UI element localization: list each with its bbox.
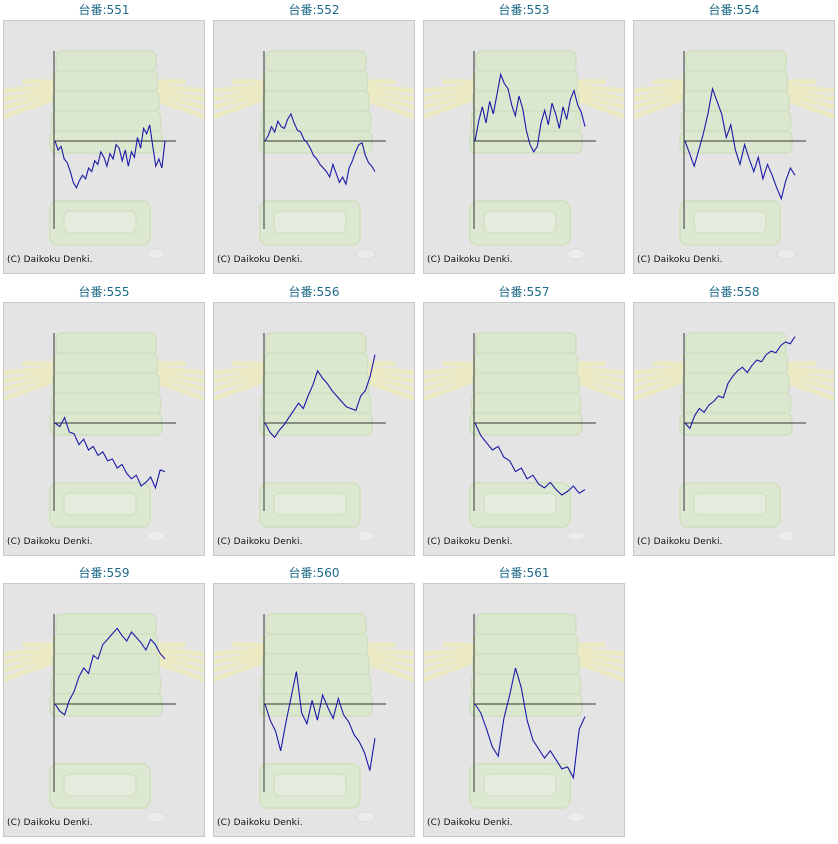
payout-series-line bbox=[684, 336, 796, 430]
machine-card[interactable]: 台番:559 (C) Daikoku Denki. bbox=[3, 563, 205, 844]
copyright-text: (C) Daikoku Denki. bbox=[217, 537, 303, 547]
slump-graph bbox=[634, 50, 834, 260]
slump-graph-panel[interactable]: (C) Daikoku Denki. bbox=[213, 20, 415, 274]
machine-card[interactable]: 台番:557 (C) Daikoku Denki. bbox=[423, 282, 625, 563]
machine-card[interactable]: 台番:552 (C) Daikoku Denki. bbox=[213, 0, 415, 281]
machine-card[interactable]: 台番:551 (C) Daikoku Denki. bbox=[3, 0, 205, 281]
payout-series-line bbox=[264, 354, 376, 439]
machine-number-link[interactable]: 台番:561 bbox=[498, 566, 550, 580]
copyright-text: (C) Daikoku Denki. bbox=[427, 255, 513, 265]
slump-graph bbox=[634, 332, 834, 542]
background-illustration bbox=[424, 332, 624, 542]
machine-number-link[interactable]: 台番:553 bbox=[498, 3, 550, 17]
slump-graph-panel[interactable]: (C) Daikoku Denki. bbox=[213, 583, 415, 837]
background-illustration bbox=[214, 613, 414, 823]
background-illustration bbox=[634, 332, 834, 542]
slump-graph-panel[interactable]: (C) Daikoku Denki. bbox=[423, 20, 625, 274]
copyright-text: (C) Daikoku Denki. bbox=[427, 537, 513, 547]
payout-series-line bbox=[684, 86, 796, 201]
machine-number-link[interactable]: 台番:552 bbox=[288, 3, 340, 17]
copyright-text: (C) Daikoku Denki. bbox=[7, 818, 93, 828]
machine-card[interactable]: 台番:560 (C) Daikoku Denki. bbox=[213, 563, 415, 844]
machine-number-link[interactable]: 台番:556 bbox=[288, 285, 340, 299]
machine-number-link[interactable]: 台番:557 bbox=[498, 285, 550, 299]
payout-series-line bbox=[54, 124, 166, 190]
background-illustration bbox=[4, 50, 204, 260]
slump-graph-panel[interactable]: (C) Daikoku Denki. bbox=[423, 302, 625, 556]
slump-graph bbox=[214, 50, 414, 260]
payout-series-line bbox=[54, 627, 166, 716]
slump-graph bbox=[4, 50, 204, 260]
payout-series-line bbox=[474, 72, 586, 153]
slump-graph-panel[interactable]: (C) Daikoku Denki. bbox=[633, 20, 835, 274]
slump-graph bbox=[214, 613, 414, 823]
machine-card[interactable]: 台番:555 (C) Daikoku Denki. bbox=[3, 282, 205, 563]
background-illustration bbox=[4, 613, 204, 823]
background-illustration bbox=[214, 50, 414, 260]
background-illustration bbox=[424, 50, 624, 260]
slump-graph bbox=[424, 613, 624, 823]
slump-graph-panel[interactable]: (C) Daikoku Denki. bbox=[213, 302, 415, 556]
payout-series-line bbox=[474, 667, 586, 780]
slump-graph-panel[interactable]: (C) Daikoku Denki. bbox=[3, 302, 205, 556]
machine-card[interactable]: 台番:558 (C) Daikoku Denki. bbox=[633, 282, 835, 563]
machine-number-link[interactable]: 台番:555 bbox=[78, 285, 130, 299]
machine-card[interactable]: 台番:553 (C) Daikoku Denki. bbox=[423, 0, 625, 281]
payout-series-line bbox=[264, 112, 376, 186]
slump-graph bbox=[424, 332, 624, 542]
background-illustration bbox=[634, 50, 834, 260]
slump-graph bbox=[214, 332, 414, 542]
machine-number-link[interactable]: 台番:559 bbox=[78, 566, 130, 580]
slump-graph-panel[interactable]: (C) Daikoku Denki. bbox=[633, 302, 835, 556]
machine-card[interactable]: 台番:556 (C) Daikoku Denki. bbox=[213, 282, 415, 563]
slump-graph bbox=[4, 332, 204, 542]
copyright-text: (C) Daikoku Denki. bbox=[7, 255, 93, 265]
machine-card[interactable]: 台番:554 (C) Daikoku Denki. bbox=[633, 0, 835, 281]
copyright-text: (C) Daikoku Denki. bbox=[637, 255, 723, 265]
payout-series-line bbox=[54, 416, 166, 490]
machine-card[interactable]: 台番:561 (C) Daikoku Denki. bbox=[423, 563, 625, 844]
payout-series-line bbox=[474, 422, 586, 496]
machine-number-link[interactable]: 台番:554 bbox=[708, 3, 760, 17]
machine-number-link[interactable]: 台番:551 bbox=[78, 3, 130, 17]
copyright-text: (C) Daikoku Denki. bbox=[217, 818, 303, 828]
copyright-text: (C) Daikoku Denki. bbox=[7, 537, 93, 547]
machine-number-link[interactable]: 台番:558 bbox=[708, 285, 760, 299]
copyright-text: (C) Daikoku Denki. bbox=[217, 255, 303, 265]
background-illustration bbox=[424, 613, 624, 823]
slump-graph-panel[interactable]: (C) Daikoku Denki. bbox=[3, 583, 205, 837]
slump-graph-panel[interactable]: (C) Daikoku Denki. bbox=[3, 20, 205, 274]
payout-series-line bbox=[264, 671, 376, 771]
slump-graph bbox=[4, 613, 204, 823]
slump-graph bbox=[424, 50, 624, 260]
background-illustration bbox=[4, 332, 204, 542]
copyright-text: (C) Daikoku Denki. bbox=[427, 818, 513, 828]
slump-graph-panel[interactable]: (C) Daikoku Denki. bbox=[423, 583, 625, 837]
machine-number-link[interactable]: 台番:560 bbox=[288, 566, 340, 580]
copyright-text: (C) Daikoku Denki. bbox=[637, 537, 723, 547]
background-illustration bbox=[214, 332, 414, 542]
